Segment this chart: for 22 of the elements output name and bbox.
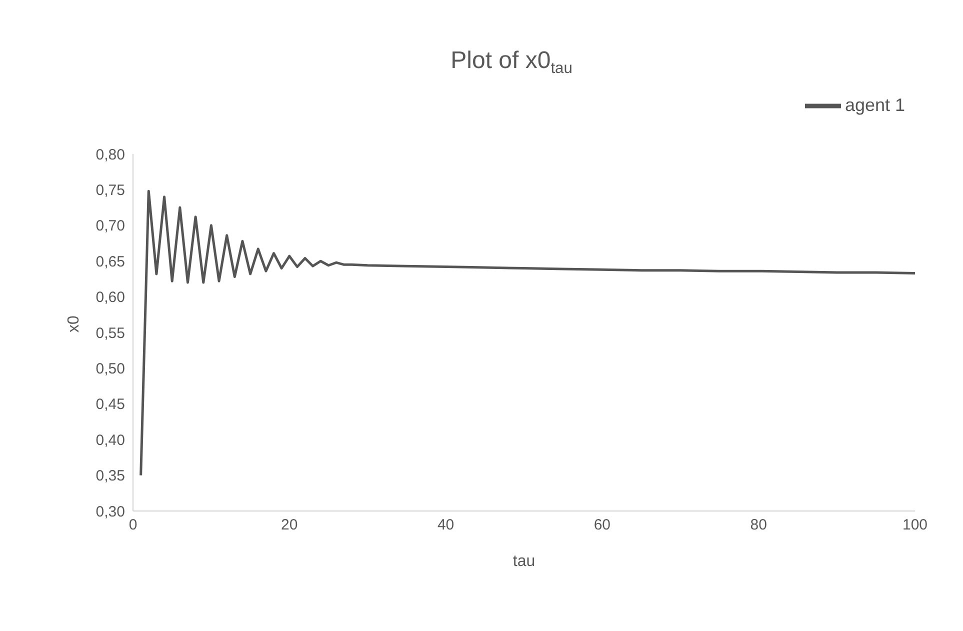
x-tick-label: 60 bbox=[594, 516, 611, 534]
y-tick-label: 0,60 bbox=[96, 289, 125, 306]
y-tick-label: 0,55 bbox=[96, 324, 125, 342]
chart-title: Plot of x0$_{tau}$ bbox=[450, 47, 572, 77]
y-tick-label: 0,80 bbox=[96, 146, 125, 164]
legend-label: agent 1 bbox=[844, 94, 905, 115]
y-axis-title: x0 bbox=[66, 316, 83, 332]
x-tick-label: 100 bbox=[902, 516, 928, 534]
y-tick-label: 0,75 bbox=[96, 182, 125, 200]
x-tick-label: 0 bbox=[128, 516, 138, 534]
x-axis-title: tau bbox=[512, 553, 536, 570]
y-tick-label: 0,45 bbox=[96, 396, 125, 414]
y-tick-label: 0,65 bbox=[96, 253, 125, 270]
x-tick-label: 80 bbox=[750, 516, 767, 534]
x-tick-label: 40 bbox=[437, 516, 454, 534]
y-tick-label: 0,40 bbox=[96, 432, 125, 449]
y-tick-label: 0,50 bbox=[96, 360, 125, 378]
y-tick-label: 0,70 bbox=[96, 218, 125, 235]
y-tick-label: 0,35 bbox=[96, 468, 125, 485]
x-tick-label: 20 bbox=[281, 516, 298, 534]
y-tick-label: 0,30 bbox=[96, 503, 125, 520]
line-series bbox=[140, 190, 915, 477]
